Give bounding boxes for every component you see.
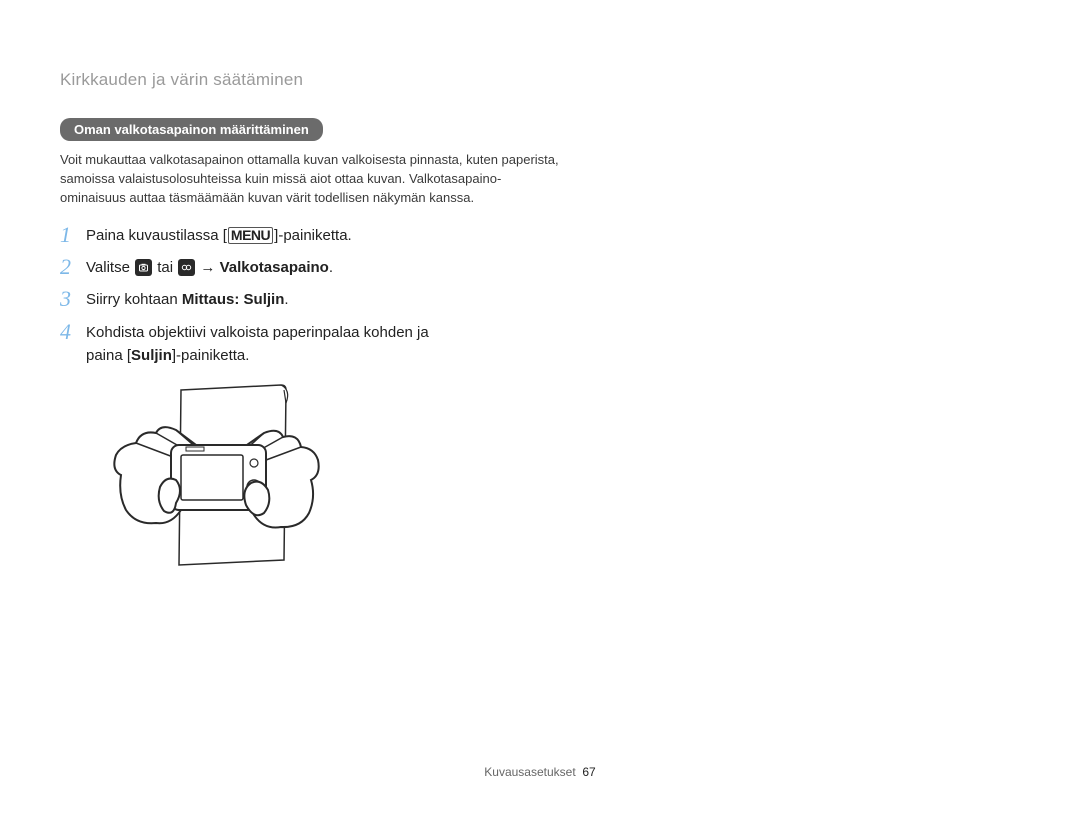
intro-paragraph: Voit mukauttaa valkotasapainon ottamalla…	[60, 151, 560, 208]
menu-icon: MENU	[228, 227, 273, 244]
step-4: 4 Kohdista objektiivi valkoista paperinp…	[60, 319, 580, 368]
page-footer: Kuvausasetukset 67	[0, 765, 1080, 779]
text: Valitse	[86, 259, 134, 276]
step-text: Paina kuvaustilassa [MENU]-painiketta.	[86, 222, 352, 247]
manual-page: Kirkkauden ja värin säätäminen Oman valk…	[0, 0, 1080, 815]
step-text: Siirry kohtaan Mittaus: Suljin.	[86, 286, 289, 311]
text: Paina kuvaustilassa [	[86, 227, 227, 244]
step-number: 2	[60, 254, 86, 280]
footer-label: Kuvausasetukset	[484, 765, 575, 779]
camera-illustration	[86, 375, 580, 610]
steps-list: 1 Paina kuvaustilassa [MENU]-painiketta.…	[60, 222, 580, 611]
arrow-text: →	[196, 259, 219, 276]
step-text: Valitse tai → Valkotasapaino.	[86, 254, 333, 279]
step-number: 1	[60, 222, 86, 248]
step-2: 2 Valitse tai → Valkotasapaino.	[60, 254, 580, 280]
text: ]-painiketta.	[274, 227, 352, 244]
page-number: 67	[582, 765, 595, 779]
text: .	[329, 259, 333, 276]
camera-mode-icon	[135, 259, 152, 276]
step-number: 3	[60, 286, 86, 312]
bold-text: Mittaus: Suljin	[182, 291, 285, 308]
text: .	[284, 291, 288, 308]
step-1: 1 Paina kuvaustilassa [MENU]-painiketta.	[60, 222, 580, 248]
text: Siirry kohtaan	[86, 291, 182, 308]
text: tai	[153, 259, 177, 276]
step-text: Kohdista objektiivi valkoista paperinpal…	[86, 319, 429, 368]
bold-text: Suljin	[131, 347, 172, 364]
text: ]-painiketta.	[172, 347, 250, 364]
step-number: 4	[60, 319, 86, 345]
subsection-pill: Oman valkotasapainon määrittäminen	[60, 118, 323, 141]
bold-text: Valkotasapaino	[220, 259, 329, 276]
text: paina [	[86, 347, 131, 364]
video-mode-icon	[178, 259, 195, 276]
step-3: 3 Siirry kohtaan Mittaus: Suljin.	[60, 286, 580, 312]
section-title: Kirkkauden ja värin säätäminen	[60, 70, 1020, 90]
text: Kohdista objektiivi valkoista paperinpal…	[86, 324, 429, 341]
